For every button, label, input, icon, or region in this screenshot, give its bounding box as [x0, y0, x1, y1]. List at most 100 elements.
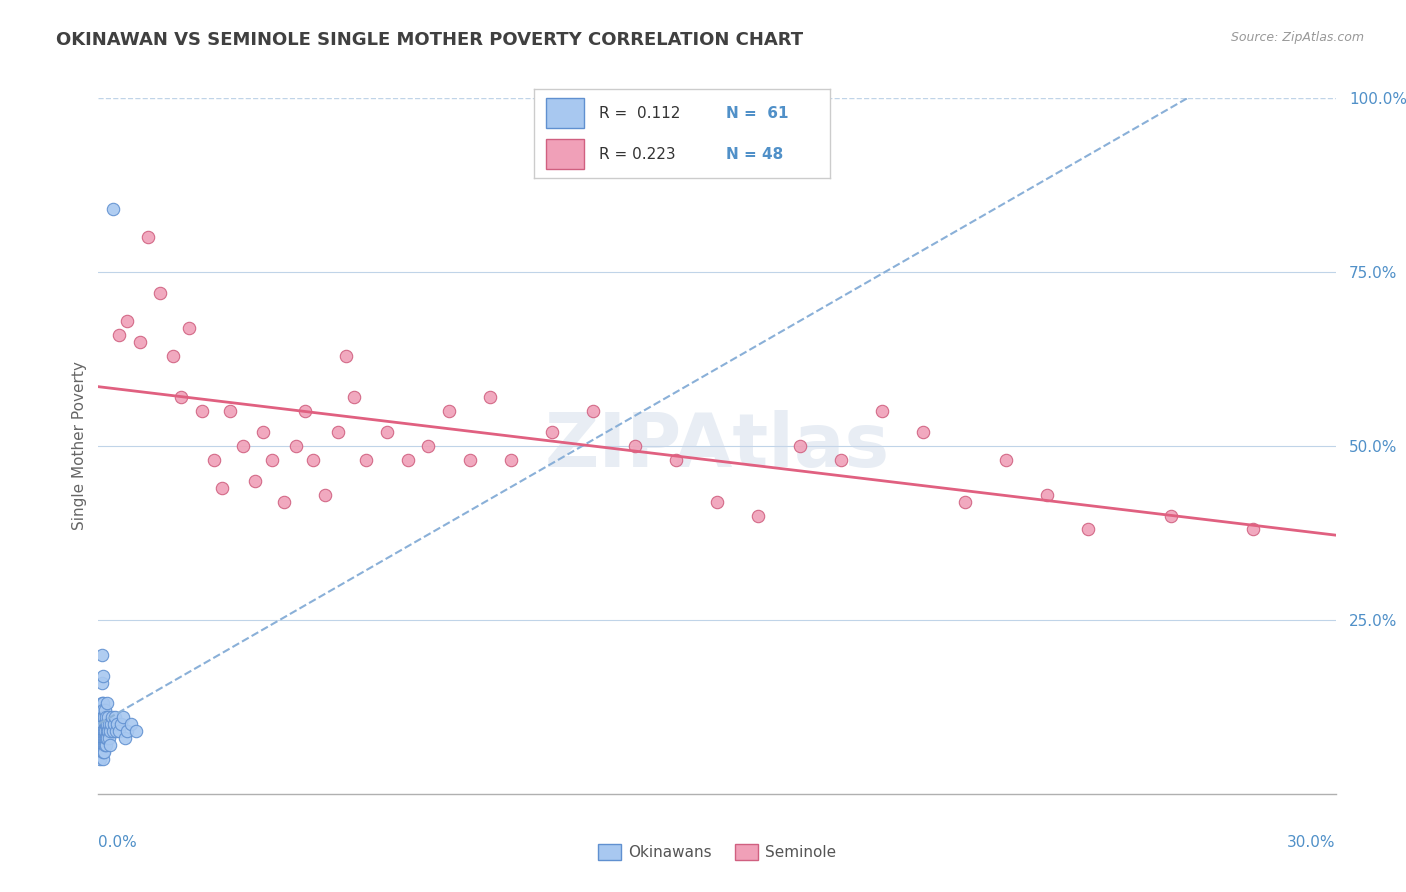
Point — [870, 404, 893, 418]
Point — [93, 724, 115, 739]
Point — [294, 404, 316, 418]
Text: 30.0%: 30.0% — [1288, 836, 1336, 850]
Text: 0.0%: 0.0% — [98, 836, 138, 850]
Point — [94, 724, 117, 739]
Point — [912, 425, 935, 439]
Point — [89, 731, 111, 746]
Point — [96, 697, 118, 711]
Point — [396, 453, 419, 467]
Point — [418, 439, 440, 453]
Point — [97, 724, 120, 739]
Point — [202, 453, 225, 467]
Point — [541, 425, 564, 439]
Point — [170, 390, 193, 404]
Point — [179, 320, 201, 334]
Point — [149, 285, 172, 300]
Point — [93, 738, 115, 752]
Point — [665, 453, 688, 467]
Point — [96, 731, 118, 746]
Point — [211, 481, 233, 495]
Point — [90, 648, 112, 662]
Point — [120, 717, 142, 731]
FancyBboxPatch shape — [546, 139, 585, 169]
Point — [1160, 508, 1182, 523]
Point — [117, 724, 139, 739]
Point — [98, 738, 121, 752]
Point — [96, 731, 118, 746]
Point — [105, 717, 128, 731]
Point — [343, 390, 366, 404]
Point — [89, 752, 111, 766]
Point — [356, 453, 378, 467]
Text: R =  0.112: R = 0.112 — [599, 106, 681, 120]
Point — [458, 453, 481, 467]
Point — [96, 710, 118, 724]
Point — [90, 675, 112, 690]
Point — [93, 717, 115, 731]
Point — [706, 494, 728, 508]
Text: R = 0.223: R = 0.223 — [599, 147, 676, 161]
Point — [91, 717, 114, 731]
Point — [100, 717, 122, 731]
Point — [994, 453, 1017, 467]
Point — [335, 349, 357, 363]
Point — [94, 703, 117, 717]
Point — [747, 508, 769, 523]
Legend: Okinawans, Seminole: Okinawans, Seminole — [592, 838, 842, 866]
Point — [90, 697, 112, 711]
Point — [124, 724, 146, 739]
Point — [91, 703, 114, 717]
Point — [314, 488, 336, 502]
Point — [94, 717, 117, 731]
Point — [302, 453, 325, 467]
Point — [90, 724, 112, 739]
Text: OKINAWAN VS SEMINOLE SINGLE MOTHER POVERTY CORRELATION CHART: OKINAWAN VS SEMINOLE SINGLE MOTHER POVER… — [56, 31, 803, 49]
Point — [91, 752, 114, 766]
Y-axis label: Single Mother Poverty: Single Mother Poverty — [72, 361, 87, 531]
Point — [100, 710, 122, 724]
Point — [97, 717, 120, 731]
Point — [128, 334, 150, 349]
Point — [93, 710, 115, 724]
Point — [91, 724, 114, 739]
Point — [96, 724, 118, 739]
Point — [91, 731, 114, 746]
Point — [136, 230, 159, 244]
Point — [252, 425, 274, 439]
Point — [108, 724, 131, 739]
Point — [582, 404, 605, 418]
Point — [789, 439, 811, 453]
Point — [108, 327, 131, 342]
Point — [91, 668, 114, 682]
Point — [375, 425, 398, 439]
Point — [273, 494, 295, 508]
Point — [623, 439, 645, 453]
Point — [96, 717, 118, 731]
Point — [104, 710, 127, 724]
Point — [91, 738, 114, 752]
Text: Source: ZipAtlas.com: Source: ZipAtlas.com — [1230, 31, 1364, 45]
Text: N = 48: N = 48 — [725, 147, 783, 161]
Point — [112, 710, 135, 724]
Point — [101, 202, 124, 217]
Point — [285, 439, 308, 453]
Point — [110, 717, 132, 731]
Point — [260, 453, 283, 467]
Point — [89, 703, 111, 717]
Point — [219, 404, 242, 418]
Text: ZIPAtlas: ZIPAtlas — [544, 409, 890, 483]
Point — [437, 404, 460, 418]
Point — [479, 390, 502, 404]
Point — [830, 453, 852, 467]
Point — [90, 717, 112, 731]
Point — [117, 314, 139, 328]
Point — [90, 745, 112, 759]
Point — [1241, 523, 1264, 537]
Point — [93, 745, 115, 759]
Point — [93, 731, 115, 746]
Point — [162, 349, 184, 363]
Point — [232, 439, 254, 453]
Point — [243, 474, 266, 488]
Point — [93, 710, 115, 724]
Point — [326, 425, 349, 439]
